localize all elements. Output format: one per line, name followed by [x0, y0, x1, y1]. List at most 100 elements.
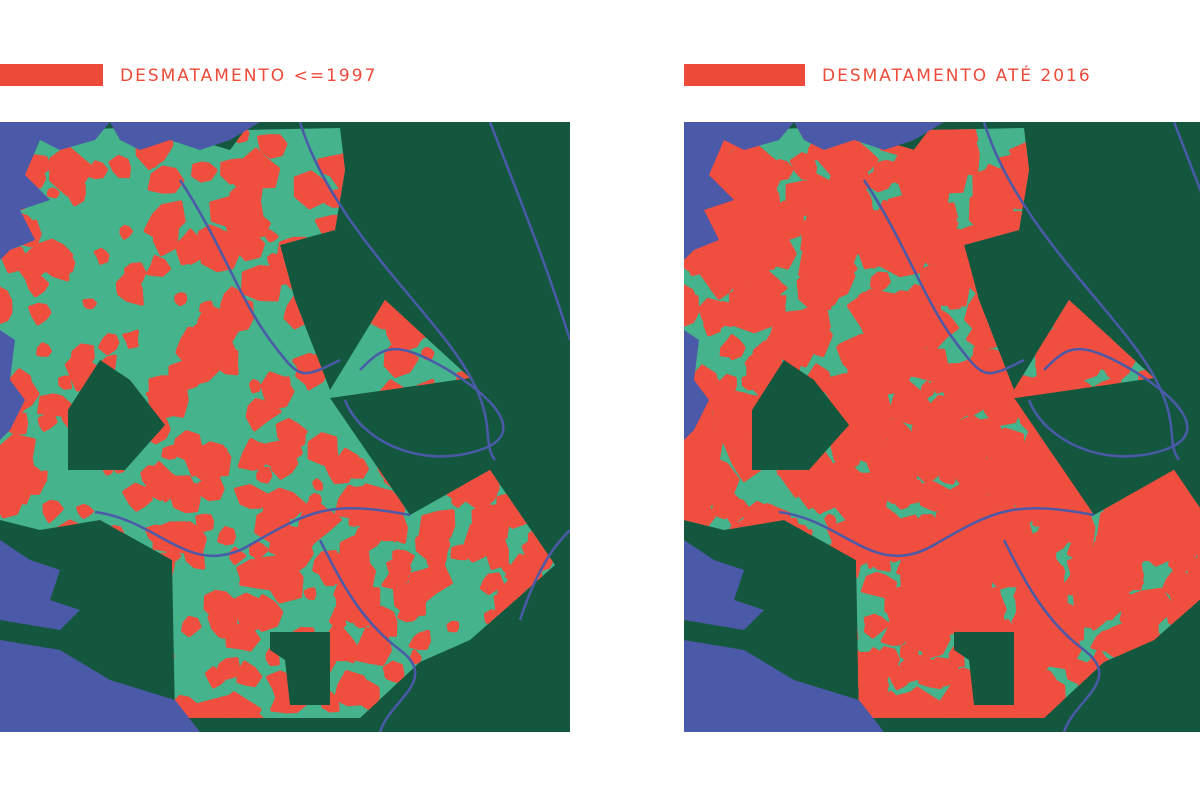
patch [864, 366, 886, 391]
patch [415, 525, 451, 564]
patch [143, 200, 186, 242]
patch [920, 381, 935, 399]
patch [961, 503, 1000, 541]
patch [297, 496, 342, 545]
patch [147, 165, 185, 194]
patch [392, 549, 415, 566]
patch [1185, 561, 1197, 573]
patch [1080, 559, 1103, 582]
patch [1032, 565, 1065, 601]
patch [234, 484, 273, 509]
patch [684, 444, 697, 463]
patch [937, 277, 952, 291]
patch [900, 451, 914, 468]
patch [408, 629, 431, 651]
patch [37, 393, 72, 418]
patch [98, 333, 120, 356]
patch [787, 216, 804, 234]
patch [923, 656, 963, 688]
patch [479, 572, 504, 595]
patch [865, 435, 879, 450]
patch [977, 451, 1016, 488]
patch [198, 300, 214, 314]
patch [719, 374, 737, 397]
patch [257, 134, 288, 159]
patch [1067, 531, 1093, 562]
patch [191, 161, 218, 183]
patch [867, 169, 894, 193]
patch [318, 568, 338, 587]
patch [168, 356, 206, 391]
patch [684, 295, 700, 328]
patch [198, 477, 225, 502]
patch [700, 453, 719, 470]
patch [954, 444, 1001, 496]
patch [896, 550, 940, 580]
patch [968, 186, 1014, 237]
patch [798, 235, 849, 284]
patch [20, 467, 38, 488]
patch [896, 479, 927, 505]
patch [381, 569, 410, 590]
patch [451, 492, 467, 508]
patch [340, 455, 369, 479]
patch [248, 594, 284, 632]
patch [374, 524, 395, 542]
patch [882, 290, 924, 329]
patch [924, 202, 958, 233]
patch [174, 292, 188, 307]
patch [55, 154, 90, 191]
patch [880, 619, 910, 646]
patch [765, 280, 788, 298]
patch [219, 296, 254, 332]
patch [1016, 706, 1069, 718]
patch [711, 487, 747, 520]
patch [908, 439, 925, 456]
patch [961, 585, 1007, 632]
patch [116, 272, 144, 306]
legend-label: DESMATAMENTO <=1997 [120, 66, 377, 86]
patch [270, 450, 299, 480]
patch [893, 159, 944, 200]
patch [332, 549, 362, 577]
patch [145, 384, 182, 419]
patch [248, 540, 269, 559]
patch [1093, 536, 1131, 571]
patch [312, 478, 324, 491]
patch [1168, 554, 1186, 570]
patch [939, 493, 955, 512]
patch [108, 154, 131, 179]
map-1997 [0, 122, 570, 732]
patch [757, 310, 820, 368]
patch [93, 247, 110, 265]
patch [891, 671, 905, 685]
patch [264, 229, 279, 243]
patch [760, 187, 781, 207]
patch [870, 271, 891, 293]
patch [871, 690, 916, 718]
patch [866, 310, 887, 332]
patch [46, 187, 60, 199]
patch [846, 141, 879, 177]
patch [863, 613, 890, 637]
patch [353, 485, 370, 499]
patch [275, 418, 308, 446]
patch [724, 334, 746, 361]
legend-swatch [0, 64, 103, 86]
patch [225, 166, 243, 182]
patch [239, 555, 289, 591]
patch [1063, 519, 1086, 539]
patch [82, 298, 97, 310]
patch [217, 526, 236, 546]
patch [1170, 480, 1188, 501]
patch [256, 466, 273, 484]
patch [785, 180, 829, 217]
patch [1009, 555, 1046, 583]
patch [871, 463, 886, 476]
patch [956, 552, 972, 566]
patch [900, 617, 924, 641]
patch [899, 642, 920, 664]
patch [728, 285, 766, 323]
